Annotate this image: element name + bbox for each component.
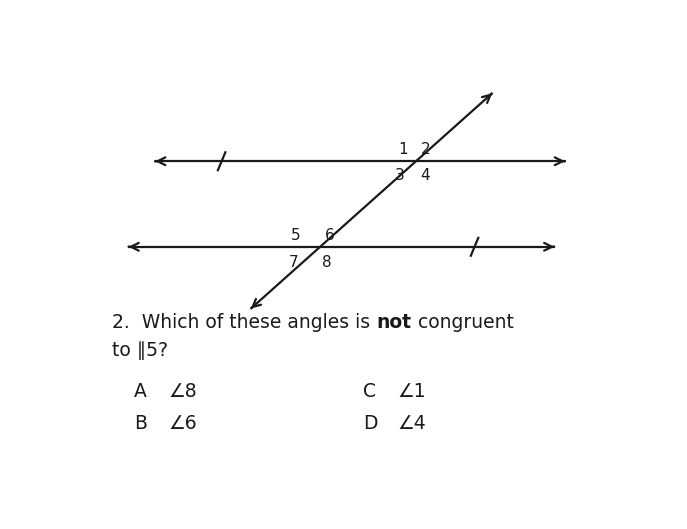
Text: ∠1: ∠1 [397,382,426,401]
Text: 3: 3 [395,168,405,183]
Text: 2: 2 [420,142,430,157]
Text: to ∥5?: to ∥5? [113,341,168,360]
Text: 4: 4 [420,168,430,183]
Text: not: not [376,313,412,332]
Text: B: B [134,414,147,433]
Text: C: C [363,382,376,401]
Text: 6: 6 [325,228,335,243]
Text: 7: 7 [289,255,298,270]
Text: 8: 8 [322,255,331,270]
Text: 5: 5 [291,228,301,243]
Text: D: D [363,414,377,433]
Text: 1: 1 [398,142,407,157]
Text: ∠8: ∠8 [168,382,197,401]
Text: A: A [134,382,146,401]
Text: congruent: congruent [412,313,513,332]
Text: ∠4: ∠4 [397,414,426,433]
Text: ∠6: ∠6 [168,414,197,433]
Text: 2.  Which of these angles is: 2. Which of these angles is [113,313,376,332]
